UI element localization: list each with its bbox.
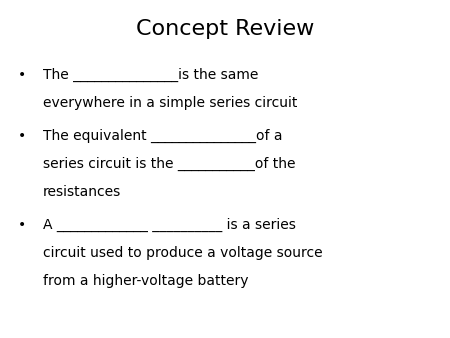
Text: •: • bbox=[18, 218, 26, 232]
Text: Concept Review: Concept Review bbox=[136, 19, 314, 39]
Text: series circuit is the ___________of the: series circuit is the ___________of the bbox=[43, 157, 295, 171]
Text: •: • bbox=[18, 68, 26, 81]
Text: everywhere in a simple series circuit: everywhere in a simple series circuit bbox=[43, 96, 297, 110]
Text: A _____________ __________ is a series: A _____________ __________ is a series bbox=[43, 218, 296, 232]
Text: from a higher-voltage battery: from a higher-voltage battery bbox=[43, 274, 248, 288]
Text: The equivalent _______________of a: The equivalent _______________of a bbox=[43, 129, 282, 143]
Text: •: • bbox=[18, 129, 26, 143]
Text: resistances: resistances bbox=[43, 185, 121, 199]
Text: The _______________is the same: The _______________is the same bbox=[43, 68, 258, 82]
Text: circuit used to produce a voltage source: circuit used to produce a voltage source bbox=[43, 246, 322, 260]
